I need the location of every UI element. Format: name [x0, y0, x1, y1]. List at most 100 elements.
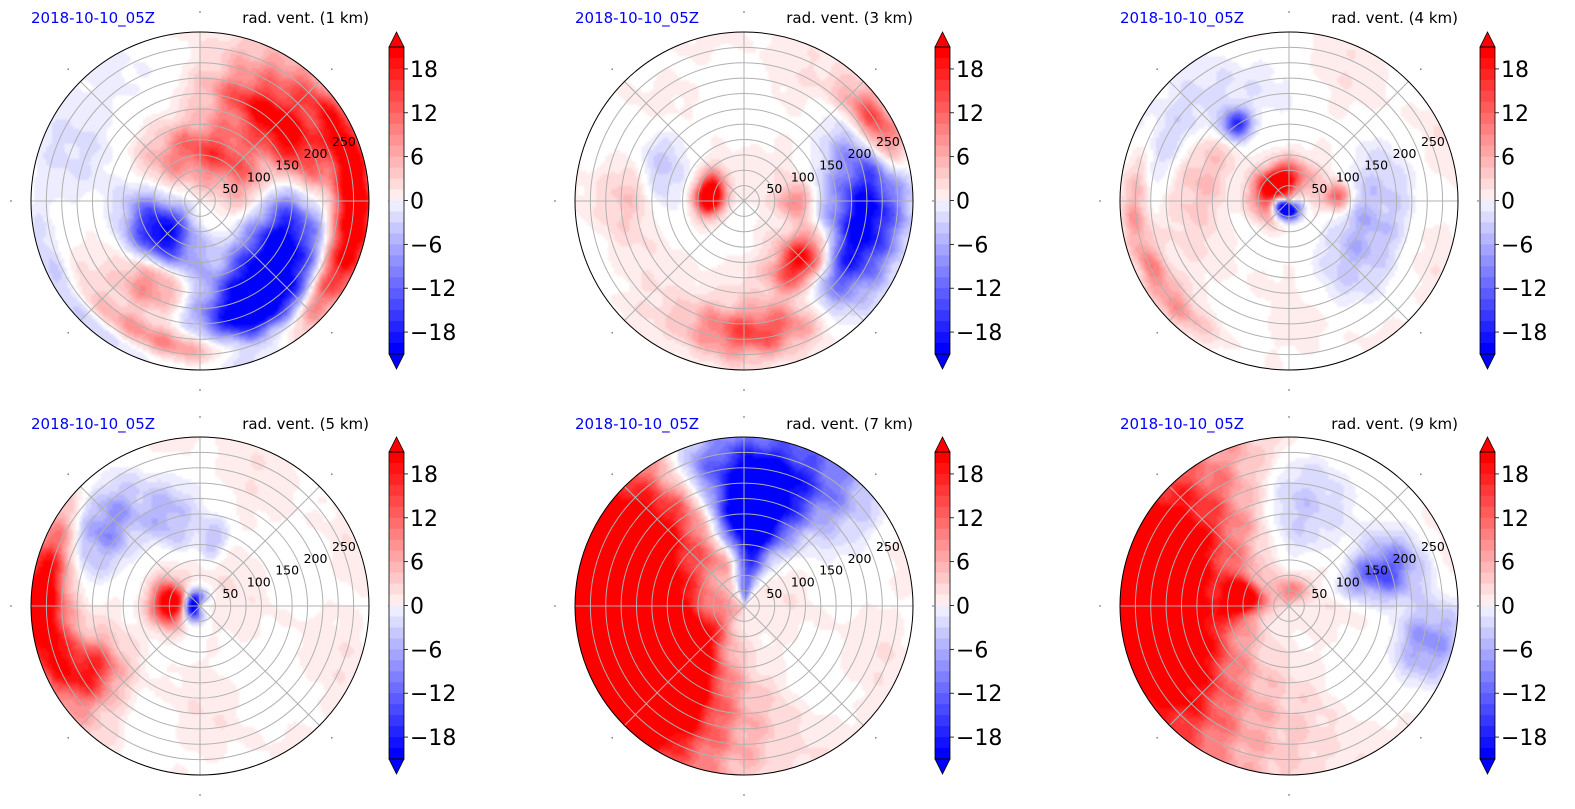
tick-dot	[1288, 11, 1290, 13]
range-ring-label: 50	[766, 586, 782, 601]
colorbar-tick-label: 6	[410, 146, 424, 171]
colorbar-tick-label: −6	[956, 638, 988, 663]
colorbar-band	[389, 473, 404, 486]
tick-dot	[1156, 473, 1158, 475]
colorbar-band	[935, 288, 950, 300]
panel-title-right: rad. vent. (4 km)	[1331, 9, 1458, 27]
range-ring-label: 100	[247, 169, 271, 184]
colorbar-tick-label: −6	[410, 638, 442, 663]
colorbar-band	[389, 561, 404, 574]
colorbar-band	[935, 715, 950, 727]
azimuth-spoke	[199, 81, 320, 202]
colorbar-tick-label: −12	[1501, 682, 1547, 707]
colorbar-band	[389, 167, 404, 180]
colorbar-tick-label: −18	[956, 321, 1002, 346]
tick-dot	[875, 737, 877, 739]
colorbar: 18 12 6 0 −6 −12 −18	[934, 31, 1002, 370]
colorbar-band	[935, 539, 950, 552]
range-ring-label: 200	[1393, 146, 1417, 161]
colorbar-band	[935, 638, 950, 650]
colorbar-band	[1480, 343, 1495, 355]
panel-title-left: 2018-10-10_05Z	[31, 415, 155, 434]
colorbar-band	[389, 47, 404, 59]
colorbar-band	[935, 310, 950, 322]
azimuth-spoke	[80, 486, 201, 607]
range-ring-label: 200	[1393, 551, 1417, 566]
tick-dot	[199, 416, 201, 418]
colorbar-band	[1480, 517, 1495, 530]
colorbar-band	[935, 90, 950, 103]
colorbar-band	[1480, 123, 1495, 136]
colorbar-tick-label: 6	[1501, 146, 1515, 171]
azimuth-spoke	[199, 486, 320, 607]
colorbar-band	[1480, 47, 1495, 59]
colorbar-band	[389, 145, 404, 158]
colorbar-band	[1480, 79, 1495, 92]
colorbar-extend-min	[1479, 758, 1496, 775]
colorbar-tick-label: −12	[410, 682, 456, 707]
range-ring-label: 100	[1336, 169, 1360, 184]
panel-title-left: 2018-10-10_05Z	[1120, 9, 1244, 28]
azimuth-spoke	[743, 200, 864, 321]
colorbar-tick-label: 6	[956, 146, 970, 171]
tick-dot	[875, 68, 877, 70]
range-ring-label: 50	[222, 181, 238, 196]
colorbar-extend-min	[934, 758, 951, 775]
colorbar: 18 12 6 0 −6 −12 −18	[1479, 31, 1547, 370]
colorbar-band	[389, 57, 404, 70]
range-ring-label: 200	[304, 146, 328, 161]
colorbar-band	[935, 68, 950, 81]
colorbar-band	[935, 452, 950, 464]
tick-dot	[1420, 68, 1422, 70]
range-ring-label: 150	[819, 563, 843, 578]
azimuth-spoke	[199, 200, 320, 321]
range-ring-label: 50	[222, 586, 238, 601]
tick-dot	[932, 200, 934, 202]
colorbar-band	[935, 79, 950, 92]
polar-panel-6: 50 100 150 200 250 2018-10-10_05Z rad. vent. (…	[1099, 415, 1547, 796]
colorbar-band	[389, 156, 404, 169]
tick-dot	[199, 794, 201, 796]
colorbar-tick-label: 12	[1501, 507, 1529, 532]
tick-dot	[611, 473, 613, 475]
colorbar-band	[1480, 572, 1495, 585]
colorbar-band	[1480, 156, 1495, 169]
colorbar-band	[1480, 189, 1495, 201]
colorbar-band	[389, 660, 404, 672]
colorbar-band	[389, 726, 404, 738]
azimuth-spoke	[80, 605, 201, 726]
tick-dot	[743, 794, 745, 796]
azimuth-spoke	[624, 81, 745, 202]
colorbar-band	[935, 57, 950, 70]
tick-dot	[67, 737, 69, 739]
tick-dot	[67, 68, 69, 70]
tick-dot	[1099, 200, 1101, 202]
colorbar: 18 12 6 0 −6 −12 −18	[388, 436, 456, 775]
colorbar-band	[1480, 550, 1495, 563]
colorbar-extend-max	[934, 31, 951, 48]
polar-panel-1: 50 100 150 200 250 2018-10-10_05Z rad. vent. (…	[10, 9, 456, 391]
colorbar-band	[1480, 145, 1495, 158]
colorbar-band	[1480, 288, 1495, 300]
tick-dot	[743, 389, 745, 391]
colorbar-extend-min	[1479, 353, 1496, 370]
colorbar-band	[935, 473, 950, 486]
range-ring-label: 250	[876, 134, 900, 149]
colorbar-band	[935, 156, 950, 169]
colorbar-band	[935, 693, 950, 705]
colorbar-tick-label: 18	[1501, 463, 1529, 488]
range-ring-label: 150	[1364, 563, 1388, 578]
colorbar-tick-label: −12	[410, 277, 456, 302]
polar-panel-5: 50 100 150 200 250 2018-10-10_05Z rad. vent. (…	[554, 415, 1002, 796]
colorbar-tick-label: 0	[410, 595, 424, 620]
colorbar-band	[389, 112, 404, 125]
azimuth-spoke	[743, 605, 864, 726]
colorbar-band	[1480, 134, 1495, 147]
colorbar-tick-label: −6	[1501, 233, 1533, 258]
tick-dot	[331, 332, 333, 334]
colorbar-band	[935, 660, 950, 672]
colorbar-extend-max	[934, 436, 951, 453]
colorbar-band	[935, 550, 950, 563]
tick-dot	[199, 389, 201, 391]
range-ring-label: 150	[1364, 158, 1388, 173]
